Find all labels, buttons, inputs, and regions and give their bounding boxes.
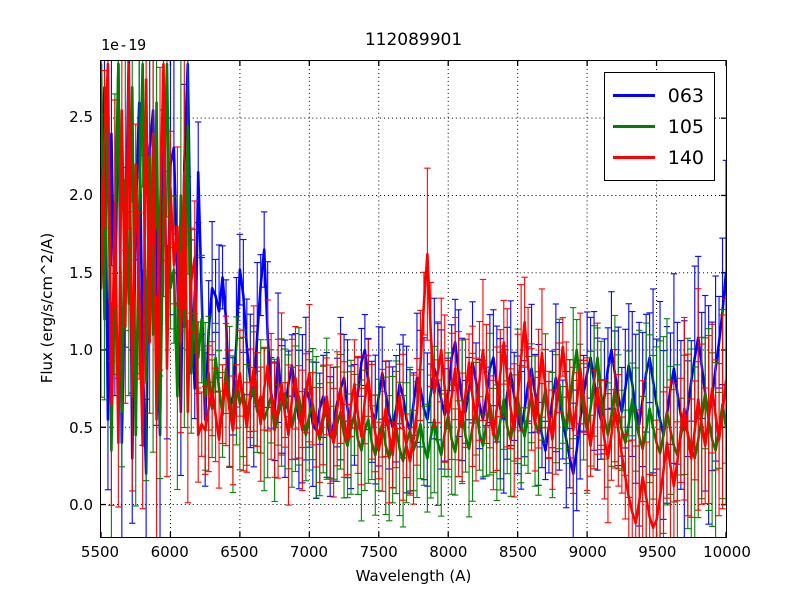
spectrum-data [101, 61, 726, 537]
y-tick-label: 0.5 [69, 418, 93, 437]
y-tick-label: 2.0 [69, 186, 93, 205]
legend-swatch-icon-0 [612, 94, 655, 97]
legend-item-2: 140 [612, 142, 704, 173]
legend[interactable]: 063 105 140 [603, 72, 715, 181]
x-tick-label: 5500 [80, 543, 120, 561]
y-axis-offset-label: 1e-19 [101, 36, 147, 54]
legend-label-2: 140 [667, 146, 704, 169]
x-tick-label: 8000 [429, 543, 468, 561]
x-tick-label: 8500 [498, 543, 538, 561]
legend-swatch-icon-2 [612, 156, 655, 159]
legend-swatch-icon-1 [612, 125, 655, 128]
x-axis-label: Wavelength (A) [355, 567, 472, 585]
y-tick-label: 0.0 [69, 496, 93, 515]
x-tick-label: 9500 [638, 543, 677, 561]
plot-area: 063 105 140 [100, 60, 727, 538]
y-tick-label: 1.0 [69, 341, 93, 360]
x-tick-label: 6000 [150, 543, 189, 561]
legend-item-0: 063 [612, 80, 704, 111]
legend-item-1: 105 [612, 111, 704, 142]
x-tick-label: 7000 [289, 543, 329, 561]
x-axis-tick-labels: 5500 6000 6500 7000 7500 8000 8500 9000 9500 1000… [81, 543, 751, 567]
y-axis-tick-labels: 0.0 0.5 1.0 1.5 2.0 2.5 [30, 60, 93, 538]
page-title: 112089901 [364, 30, 463, 50]
x-tick-label: 7500 [359, 543, 398, 561]
x-tick-label: 9000 [568, 543, 607, 561]
y-tick-label: 2.5 [69, 108, 93, 127]
legend-label-1: 105 [667, 115, 704, 138]
legend-label-0: 063 [667, 84, 704, 107]
y-tick-label: 1.5 [69, 263, 93, 282]
x-tick-label: 10000 [703, 543, 751, 561]
y-axis-label: Flux (erg/s/cm^2/A) [38, 232, 56, 384]
x-tick-label: 6500 [220, 543, 259, 561]
